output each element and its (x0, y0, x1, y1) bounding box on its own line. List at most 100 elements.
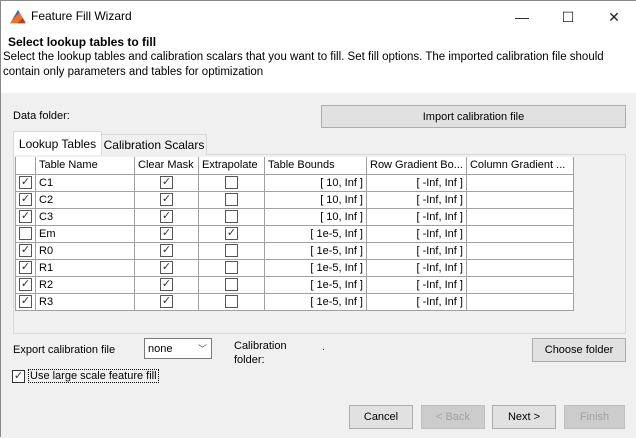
row-gradient-cell[interactable]: [ -Inf, Inf ] (366, 207, 467, 226)
table-bounds-cell[interactable]: [ 1e-5, Inf ] (264, 258, 367, 277)
table-name-cell[interactable]: C2 (35, 190, 135, 209)
select-checkbox[interactable]: ✓ (19, 176, 32, 189)
column-header-clear-mask[interactable]: Clear Mask (134, 157, 199, 175)
table-row[interactable]: ✓ C3 ✓ [ 10, Inf ] [ -Inf, Inf ] (15, 207, 574, 226)
table-name-cell[interactable]: R0 (35, 241, 135, 260)
export-type-dropdown[interactable]: none ﹀ (144, 338, 212, 359)
extrapolate-cell[interactable] (198, 173, 265, 192)
table-row[interactable]: ✓ R2 ✓ [ 1e-5, Inf ] [ -Inf, Inf ] (15, 275, 574, 294)
select-checkbox[interactable]: ✓ (19, 261, 32, 274)
table-name-cell[interactable]: R3 (35, 292, 135, 311)
clear-mask-checkbox[interactable]: ✓ (160, 295, 173, 308)
select-cell[interactable]: ✓ (15, 292, 36, 311)
extrapolate-cell[interactable]: ✓ (198, 224, 265, 243)
column-header-select[interactable] (15, 157, 36, 175)
row-gradient-cell[interactable]: [ -Inf, Inf ] (366, 190, 467, 209)
column-gradient-cell[interactable] (465, 224, 574, 243)
table-name-cell[interactable]: R1 (35, 258, 135, 277)
extrapolate-cell[interactable] (198, 292, 265, 311)
tab-calibration-scalars[interactable]: Calibration Scalars (101, 134, 207, 155)
select-checkbox[interactable]: ✓ (19, 278, 32, 291)
table-row[interactable]: ✓ R1 ✓ [ 1e-5, Inf ] [ -Inf, Inf ] (15, 258, 574, 277)
table-name-cell[interactable]: C1 (35, 173, 135, 192)
select-cell[interactable]: ✓ (15, 190, 36, 209)
clear-mask-cell[interactable]: ✓ (134, 224, 199, 243)
column-header-row-gradient[interactable]: Row Gradient Bo... (366, 157, 467, 175)
column-gradient-cell[interactable] (465, 292, 574, 311)
extrapolate-cell[interactable] (198, 207, 265, 226)
table-name-cell[interactable]: C3 (35, 207, 135, 226)
column-gradient-cell[interactable] (465, 190, 574, 209)
select-cell[interactable]: ✓ (15, 275, 36, 294)
table-bounds-cell[interactable]: [ 10, Inf ] (264, 190, 367, 209)
clear-mask-cell[interactable]: ✓ (134, 258, 199, 277)
next-button[interactable]: Next > (492, 405, 556, 429)
select-cell[interactable] (15, 224, 36, 243)
choose-folder-button[interactable]: Choose folder (532, 338, 626, 362)
finish-button[interactable]: Finish (564, 405, 625, 429)
clear-mask-checkbox[interactable]: ✓ (160, 227, 173, 240)
table-bounds-cell[interactable]: [ 10, Inf ] (264, 173, 367, 192)
column-gradient-cell[interactable] (465, 258, 574, 277)
import-calibration-file-button[interactable]: Import calibration file (321, 105, 626, 128)
table-row[interactable]: ✓ R3 ✓ [ 1e-5, Inf ] [ -Inf, Inf ] (15, 292, 574, 311)
table-bounds-cell[interactable]: [ 10, Inf ] (264, 207, 367, 226)
extrapolate-checkbox[interactable] (225, 244, 238, 257)
cancel-button[interactable]: Cancel (349, 405, 413, 429)
clear-mask-cell[interactable]: ✓ (134, 190, 199, 209)
table-row[interactable]: ✓ R0 ✓ [ 1e-5, Inf ] [ -Inf, Inf ] (15, 241, 574, 260)
extrapolate-cell[interactable] (198, 275, 265, 294)
table-name-cell[interactable]: R2 (35, 275, 135, 294)
clear-mask-checkbox[interactable]: ✓ (160, 261, 173, 274)
clear-mask-cell[interactable]: ✓ (134, 292, 199, 311)
table-row[interactable]: ✓ C1 ✓ [ 10, Inf ] [ -Inf, Inf ] (15, 173, 574, 192)
tab-lookup-tables[interactable]: Lookup Tables (13, 131, 102, 155)
clear-mask-checkbox[interactable]: ✓ (160, 244, 173, 257)
table-bounds-cell[interactable]: [ 1e-5, Inf ] (264, 275, 367, 294)
column-header-extrapolate[interactable]: Extrapolate (198, 157, 265, 175)
close-button[interactable]: ✕ (608, 8, 620, 25)
select-checkbox[interactable]: ✓ (19, 193, 32, 206)
column-gradient-cell[interactable] (465, 275, 574, 294)
back-button[interactable]: < Back (421, 405, 485, 429)
table-bounds-cell[interactable]: [ 1e-5, Inf ] (264, 241, 367, 260)
table-bounds-cell[interactable]: [ 1e-5, Inf ] (264, 292, 367, 311)
select-cell[interactable]: ✓ (15, 173, 36, 192)
clear-mask-cell[interactable]: ✓ (134, 241, 199, 260)
clear-mask-cell[interactable]: ✓ (134, 275, 199, 294)
extrapolate-checkbox[interactable] (225, 210, 238, 223)
column-header-column-gradient[interactable]: Column Gradient ... (465, 157, 574, 175)
extrapolate-checkbox[interactable] (225, 261, 238, 274)
table-row[interactable]: Em ✓ ✓ [ 1e-5, Inf ] [ -Inf, Inf ] (15, 224, 574, 243)
select-checkbox[interactable]: ✓ (19, 244, 32, 257)
extrapolate-checkbox[interactable]: ✓ (225, 227, 238, 240)
extrapolate-cell[interactable] (198, 258, 265, 277)
select-cell[interactable]: ✓ (15, 207, 36, 226)
clear-mask-checkbox[interactable]: ✓ (160, 210, 173, 223)
row-gradient-cell[interactable]: [ -Inf, Inf ] (366, 224, 467, 243)
clear-mask-checkbox[interactable]: ✓ (160, 193, 173, 206)
table-name-cell[interactable]: Em (35, 224, 135, 243)
select-checkbox[interactable] (19, 227, 32, 240)
extrapolate-cell[interactable] (198, 190, 265, 209)
extrapolate-cell[interactable] (198, 241, 265, 260)
extrapolate-checkbox[interactable] (225, 278, 238, 291)
row-gradient-cell[interactable]: [ -Inf, Inf ] (366, 275, 467, 294)
row-gradient-cell[interactable]: [ -Inf, Inf ] (366, 173, 467, 192)
clear-mask-cell[interactable]: ✓ (134, 173, 199, 192)
clear-mask-cell[interactable]: ✓ (134, 207, 199, 226)
clear-mask-checkbox[interactable]: ✓ (160, 176, 173, 189)
row-gradient-cell[interactable]: [ -Inf, Inf ] (366, 241, 467, 260)
clear-mask-checkbox[interactable]: ✓ (160, 278, 173, 291)
maximize-button[interactable]: ☐ (561, 8, 575, 25)
extrapolate-checkbox[interactable] (225, 176, 238, 189)
column-gradient-cell[interactable] (465, 207, 574, 226)
column-gradient-cell[interactable] (465, 241, 574, 260)
column-header-table-bounds[interactable]: Table Bounds (264, 157, 367, 175)
column-header-table-name[interactable]: Table Name (35, 157, 135, 175)
row-gradient-cell[interactable]: [ -Inf, Inf ] (366, 258, 467, 277)
minimize-button[interactable]: — (515, 9, 529, 25)
column-gradient-cell[interactable] (465, 173, 574, 192)
row-gradient-cell[interactable]: [ -Inf, Inf ] (366, 292, 467, 311)
extrapolate-checkbox[interactable] (225, 295, 238, 308)
